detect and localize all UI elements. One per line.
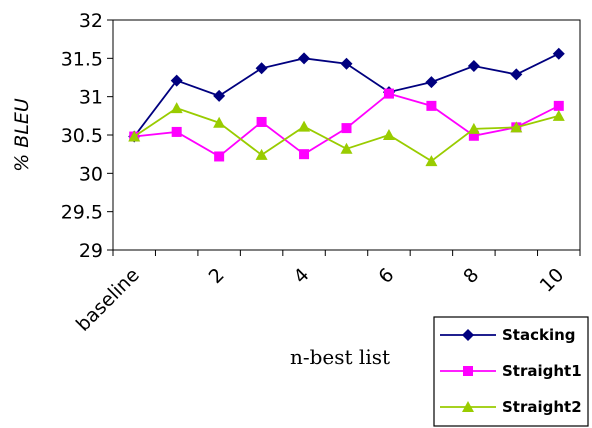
- y-axis-ticks: 29 29.5 30 30.5 31 31.5 32: [61, 10, 113, 262]
- data-point-square: [341, 123, 352, 134]
- data-point-square: [468, 130, 479, 141]
- series-layer: [128, 47, 565, 167]
- plot-area-frame: [112, 19, 581, 251]
- data-point-triangle: [382, 129, 395, 140]
- data-point-square: [463, 366, 473, 376]
- data-point-diamond: [298, 52, 311, 65]
- y-axis-label: % BLEU: [11, 98, 33, 172]
- data-point-triangle: [170, 102, 183, 114]
- data-point-diamond: [467, 60, 480, 72]
- data-point-diamond: [462, 329, 474, 341]
- data-point-triangle: [255, 148, 268, 160]
- y-tick-label: 32: [79, 10, 103, 32]
- data-point-triangle: [552, 109, 565, 121]
- data-point-triangle: [425, 155, 438, 167]
- x-tick-label: 6: [374, 264, 398, 288]
- data-point-triangle: [213, 116, 226, 128]
- legend-label: Straight1: [502, 362, 582, 380]
- data-point-square: [426, 100, 437, 111]
- data-point-triangle: [128, 130, 141, 142]
- data-point-triangle: [462, 401, 474, 412]
- data-point-diamond: [510, 68, 523, 81]
- x-tick-label: 10: [536, 264, 569, 297]
- data-point-triangle: [340, 142, 353, 154]
- legend-label: Stacking: [502, 326, 576, 344]
- y-tick-label: 29.5: [61, 202, 103, 224]
- y-tick-label: 31.5: [61, 48, 103, 70]
- data-point-diamond: [255, 62, 268, 75]
- y-tick-label: 29: [79, 240, 103, 262]
- legend-item-stacking: Stacking: [440, 326, 576, 344]
- data-point-triangle: [298, 120, 311, 132]
- y-tick-label: 30.5: [61, 125, 103, 147]
- data-point-diamond: [170, 74, 183, 87]
- legend-item-straight1: Straight1: [440, 362, 582, 380]
- y-tick-label: 30: [79, 163, 103, 185]
- data-point-triangle: [467, 122, 480, 134]
- series-straight2: [128, 102, 565, 167]
- legend: Stacking Straight1 Straight2: [433, 316, 589, 427]
- data-point-diamond: [425, 76, 438, 89]
- data-point-square: [383, 88, 394, 99]
- x-tick-label: 8: [459, 264, 483, 288]
- data-point-diamond: [340, 57, 353, 70]
- data-point-square: [256, 116, 267, 127]
- data-point-square: [299, 149, 310, 160]
- legend-label: Straight2: [502, 398, 582, 416]
- data-point-square: [214, 151, 225, 162]
- x-axis-label: n-best list: [290, 345, 390, 369]
- data-point-diamond: [552, 47, 565, 60]
- x-tick-label: 2: [205, 264, 229, 288]
- y-tick-label: 31: [79, 87, 103, 109]
- data-point-triangle: [510, 121, 523, 133]
- data-point-square: [171, 126, 182, 137]
- x-tick-label: baseline: [72, 264, 144, 336]
- x-tick-label: 4: [289, 264, 313, 288]
- data-point-diamond: [213, 89, 226, 102]
- data-point-square: [553, 100, 564, 111]
- legend-item-straight2: Straight2: [440, 398, 582, 416]
